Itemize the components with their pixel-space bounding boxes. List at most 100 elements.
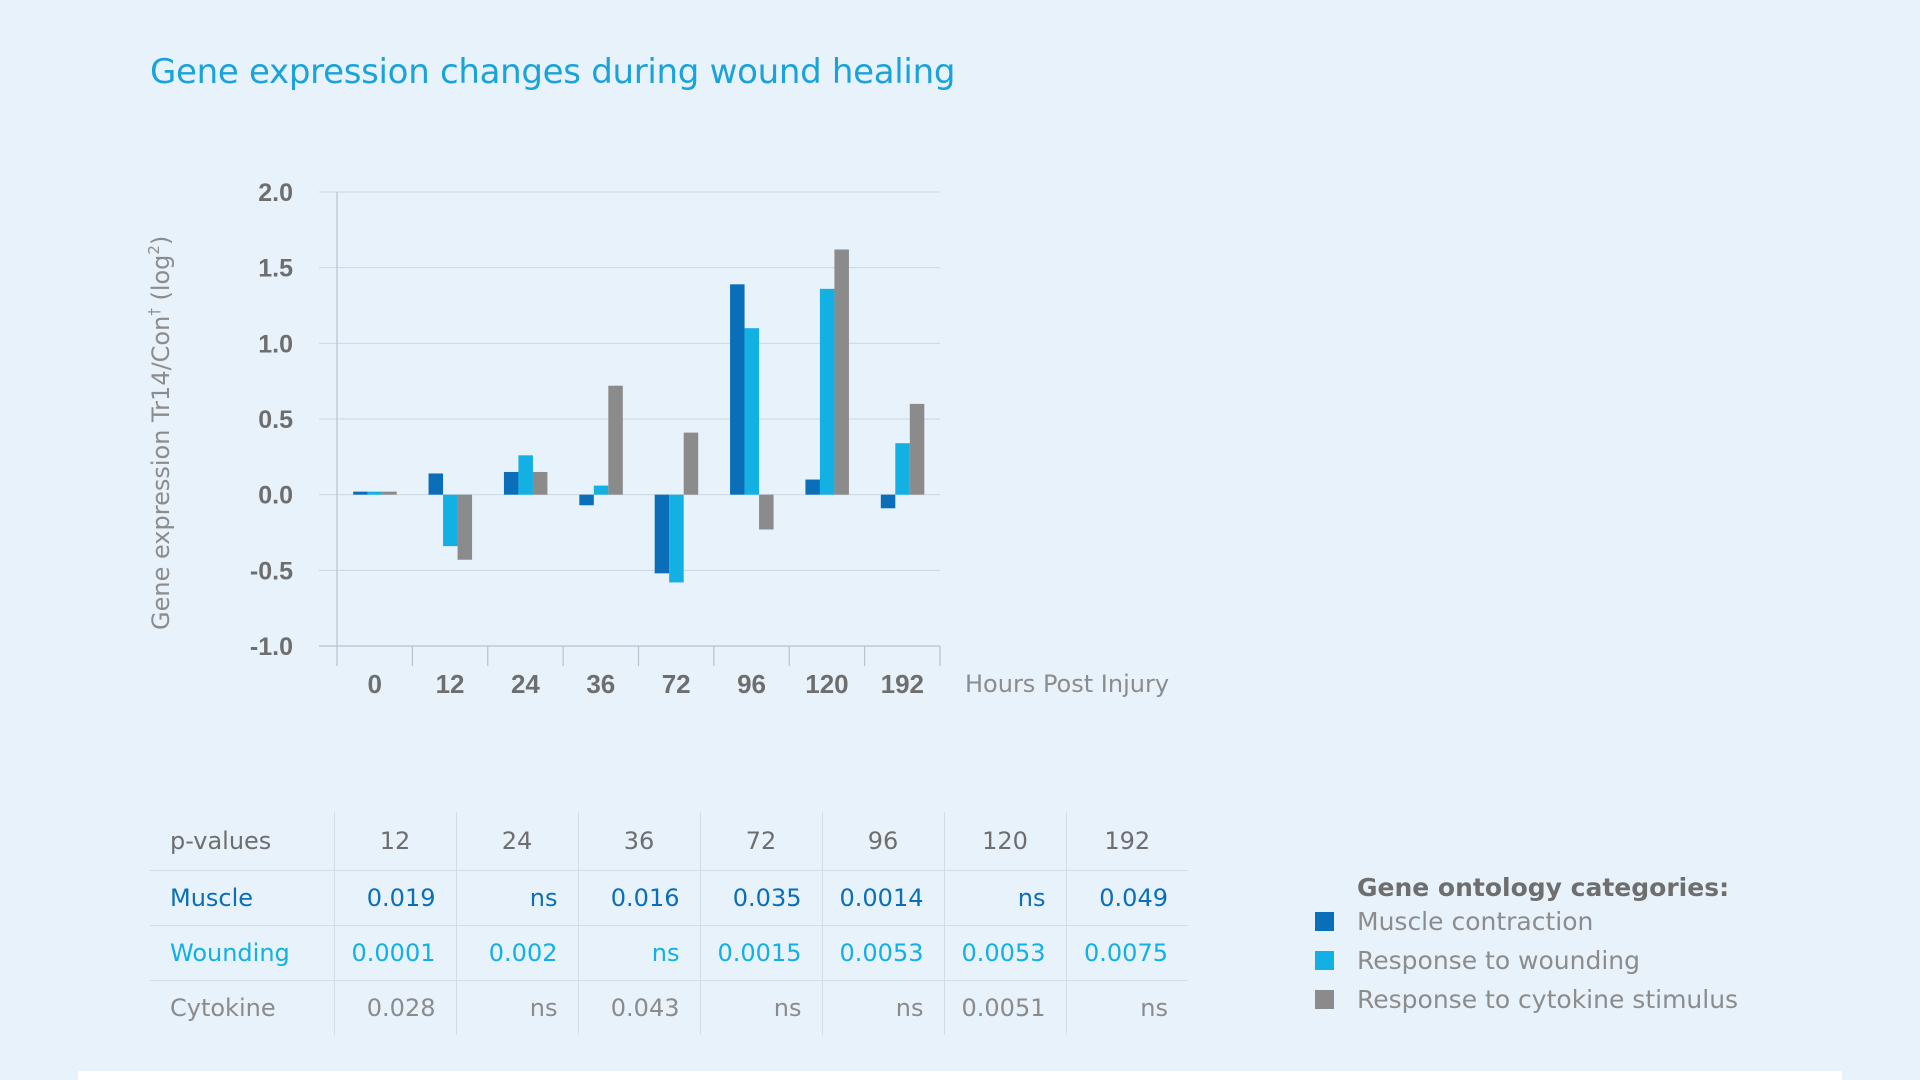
y-tick-label: -1.0 <box>250 633 293 661</box>
x-tick-label: 192 <box>881 669 924 699</box>
pvalue-cell: 0.0075 <box>1065 925 1188 981</box>
pvalue-row-label: Muscle <box>150 870 334 926</box>
pvalue-column-header: 192 <box>1065 812 1188 871</box>
pvalue-cell: 0.0051 <box>943 980 1066 1035</box>
pvalue-column-header: 72 <box>699 812 822 871</box>
pvalue-header-label: p-values <box>150 812 334 871</box>
y-tick-label: 0.5 <box>258 406 293 434</box>
bar-wounding-96 <box>744 328 760 495</box>
x-tick-labels: 0 12 24 36 72 96 120 192 <box>367 669 924 699</box>
x-axis-label: Hours Post Injury <box>965 670 1169 698</box>
bar-wounding-0 <box>367 491 383 495</box>
bar-wounding-120 <box>819 288 835 495</box>
bar-muscle-12 <box>428 473 444 495</box>
pvalue-cell: 0.019 <box>333 870 456 926</box>
legend: Gene ontology categories: Muscle contrac… <box>1315 873 1738 1019</box>
pvalue-cell: 0.002 <box>455 925 578 981</box>
bar-cytokine-192 <box>909 403 925 495</box>
pvalue-table: p-values 12 24 36 72 96 120 192 Muscle 0.019 ns 0.0… <box>150 812 1188 1035</box>
y-axis-label-exponent: 2 <box>145 245 163 255</box>
pvalue-cell: 0.0053 <box>821 925 944 981</box>
pvalue-cell: ns <box>1065 980 1188 1035</box>
bar-wounding-24 <box>518 455 533 495</box>
pvalue-cell: ns <box>577 925 700 981</box>
x-tick-label: 72 <box>662 669 691 699</box>
legend-item-cytokine: Response to cytokine stimulus <box>1315 980 1738 1019</box>
bar-cytokine-36 <box>608 385 623 495</box>
chart-title: Gene expression changes during wound hea… <box>150 52 956 92</box>
gridlines <box>319 191 940 571</box>
bar-muscle-0 <box>353 491 368 495</box>
y-tick-label: 1.5 <box>258 255 293 283</box>
pvalue-cell: ns <box>821 980 944 1035</box>
x-tick-label: 36 <box>586 669 615 699</box>
bars <box>353 249 925 583</box>
bar-cytokine-0 <box>382 491 397 495</box>
bar-muscle-192 <box>880 494 896 509</box>
pvalue-cell: 0.043 <box>577 980 700 1035</box>
pvalue-column-header: 36 <box>577 812 700 871</box>
pvalue-cell: 0.035 <box>699 870 822 926</box>
bar-wounding-72 <box>669 494 684 583</box>
bottom-strip <box>78 1071 1842 1080</box>
bar-muscle-96 <box>730 284 745 495</box>
y-tick-labels: 2.0 1.5 1.0 0.5 0.0 -0.5 -1.0 <box>250 179 293 661</box>
pvalue-cell: 0.049 <box>1065 870 1188 926</box>
bar-cytokine-120 <box>834 249 849 495</box>
pvalue-column-header: 12 <box>333 812 456 871</box>
bar-wounding-192 <box>895 443 910 495</box>
y-axis-label-suffix: (log <box>147 255 175 309</box>
x-tick-label: 0 <box>367 669 381 699</box>
pvalue-cell: 0.0001 <box>333 925 456 981</box>
x-tick-label: 120 <box>805 669 848 699</box>
legend-title: Gene ontology categories: <box>1357 873 1730 902</box>
pvalue-cell: 0.0053 <box>943 925 1066 981</box>
pvalue-cell: ns <box>455 980 578 1035</box>
legend-item-wounding: Response to wounding <box>1315 941 1738 980</box>
x-tick-label: 24 <box>511 669 540 699</box>
bar-muscle-120 <box>805 479 820 495</box>
legend-items: Muscle contraction Response to wounding Re… <box>1315 902 1738 1019</box>
legend-item-muscle: Muscle contraction <box>1315 902 1738 941</box>
bar-muscle-72 <box>654 494 670 574</box>
pvalue-cell: ns <box>699 980 822 1035</box>
pvalue-row-cytokine: Cytokine 0.028 ns 0.043 ns ns 0.0051 ns <box>150 980 1188 1035</box>
pvalue-row-label: Wounding <box>150 925 334 981</box>
bar-cytokine-72 <box>683 432 699 495</box>
pvalue-cell: 0.0015 <box>699 925 822 981</box>
axes <box>319 192 941 666</box>
y-tick-label: 0.0 <box>258 482 293 510</box>
legend-swatch <box>1315 990 1334 1009</box>
y-tick-label: 1.0 <box>258 330 293 358</box>
pvalue-cell: ns <box>455 870 578 926</box>
pvalue-header-row: p-values 12 24 36 72 96 120 192 <box>150 812 1188 871</box>
x-tick-label: 96 <box>737 669 766 699</box>
bar-wounding-36 <box>593 485 609 495</box>
bar-wounding-12 <box>443 494 458 547</box>
y-tick-label: -0.5 <box>250 557 293 585</box>
y-tick-label: 2.0 <box>258 179 293 207</box>
pvalue-cell: 0.028 <box>333 980 456 1035</box>
pvalue-row-muscle: Muscle 0.019 ns 0.016 0.035 0.0014 ns 0.049 <box>150 870 1188 926</box>
legend-swatch <box>1315 912 1334 931</box>
y-axis-label: Gene expression Tr14/Con† (log2) <box>145 236 175 630</box>
pvalue-column-header: 96 <box>821 812 944 871</box>
bar-cytokine-12 <box>457 494 473 560</box>
legend-label: Response to wounding <box>1357 946 1641 975</box>
legend-swatch <box>1315 951 1334 970</box>
pvalue-cell: 0.0014 <box>821 870 944 926</box>
bar-cytokine-96 <box>759 494 774 530</box>
pvalue-row-wounding: Wounding 0.0001 0.002 ns 0.0015 0.0053 0.0053 0… <box>150 925 1188 981</box>
legend-label: Response to cytokine stimulus <box>1357 985 1739 1014</box>
pvalue-column-header: 24 <box>455 812 578 871</box>
bar-muscle-36 <box>579 494 594 506</box>
pvalue-row-label: Cytokine <box>170 993 276 1022</box>
y-axis-label-main: Gene expression Tr14/Con <box>147 316 175 630</box>
bar-chart: 2.0 1.5 1.0 0.5 0.0 -0.5 -1.0 0 12 24 36 72 96 120 19… <box>145 179 1169 699</box>
bar-muscle-24 <box>503 471 519 495</box>
legend-label: Muscle contraction <box>1357 907 1594 936</box>
y-axis-label-close: ) <box>147 236 175 245</box>
x-tick-label: 12 <box>436 669 465 699</box>
y-axis-label-dagger: † <box>145 308 163 316</box>
